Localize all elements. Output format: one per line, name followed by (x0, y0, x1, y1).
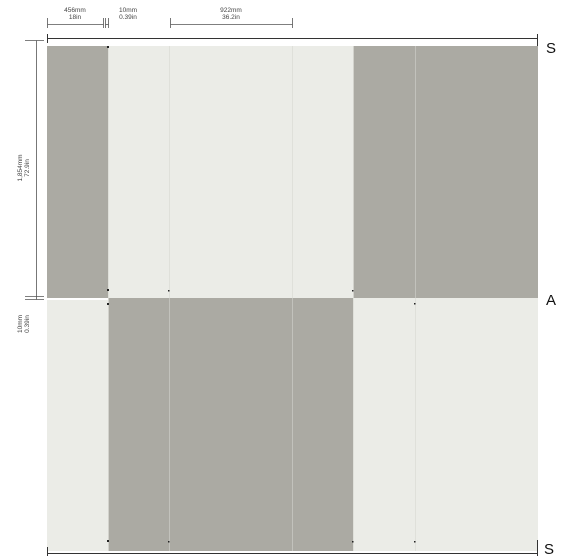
seam-dot (107, 289, 109, 291)
frame (47, 34, 538, 556)
tile-light (292, 46, 353, 298)
tile-light (169, 46, 292, 298)
dim-seam-gap (105, 18, 109, 28)
dim-repeat-width (170, 18, 293, 28)
dim-seam-gap-mm: 10mm (119, 7, 137, 14)
dim-panel-height-in: 72.9in (24, 159, 31, 177)
marker-top-s: S (546, 40, 556, 57)
dim-row-gap-mm: 10mm (17, 315, 24, 333)
tile-dark (108, 298, 169, 551)
dim-row-gap-in: 0.39in (24, 315, 31, 333)
dim-panel-width (47, 18, 104, 28)
tile-light (415, 298, 538, 551)
dim-repeat-width-mm: 922mm (220, 7, 242, 14)
dim-repeat-width-in: 36.2in (222, 14, 240, 21)
dim-panel-width-in: 18in (69, 14, 82, 21)
tile-dark (292, 298, 353, 551)
seam-dot (414, 303, 416, 305)
dim-seam-gap-in: 0.39in (119, 14, 137, 21)
seam-dot (168, 290, 170, 292)
tile-dark (47, 46, 108, 298)
seam-dot (107, 46, 109, 48)
marker-a: A (546, 292, 556, 309)
dim-panel-width-mm: 456mm (64, 7, 86, 14)
bottom-row (47, 298, 538, 551)
tile-light (47, 300, 108, 551)
tile-light (108, 46, 169, 298)
seam-dot (414, 541, 416, 543)
seam-dot (107, 303, 109, 305)
seam-dot (352, 290, 354, 292)
dim-panel-height-mm: 1,854mm (17, 154, 24, 181)
tile-dark (415, 46, 538, 298)
top-row (47, 46, 538, 298)
marker-bottom-s: S (544, 541, 554, 558)
tile-light (353, 298, 415, 551)
seam-dot (352, 541, 354, 543)
tile-dark (169, 298, 292, 551)
dim-row-gap (25, 296, 44, 300)
dim-panel-height (25, 40, 44, 297)
seam-dot (107, 540, 109, 542)
seam-dot (168, 541, 170, 543)
tile-dark (353, 46, 415, 298)
seam-dots (107, 46, 416, 543)
